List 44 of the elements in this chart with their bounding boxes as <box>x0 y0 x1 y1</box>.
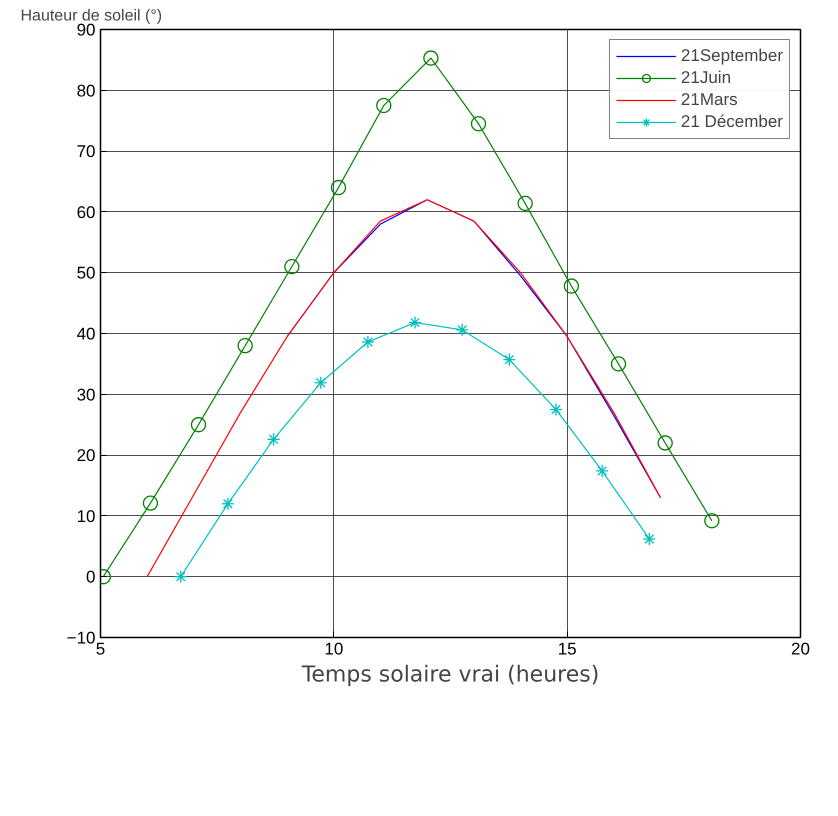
point <box>408 316 422 330</box>
point <box>361 335 375 349</box>
point <box>518 196 533 212</box>
y-tick-label: 40 <box>76 324 96 344</box>
point <box>376 98 392 114</box>
point <box>704 513 720 528</box>
point <box>238 338 253 354</box>
y-tick-label: 10 <box>76 506 96 526</box>
point <box>221 497 235 510</box>
legend-label: 21September <box>680 46 783 66</box>
x-tick-label: 5 <box>96 640 106 658</box>
point <box>330 180 346 196</box>
point <box>266 432 280 446</box>
legend-label: 21 Décember <box>680 112 783 132</box>
point <box>502 352 516 366</box>
point <box>174 570 188 584</box>
y-tick-label: −10 <box>66 628 96 648</box>
point <box>142 495 158 511</box>
y-tick-label: 30 <box>76 385 96 404</box>
y-tick-label: 20 <box>76 446 96 466</box>
y-tick-label: 70 <box>76 142 96 162</box>
legend-label: 21Juin <box>680 68 732 88</box>
point <box>642 532 656 546</box>
line-series <box>146 199 662 578</box>
y-tick-label: 50 <box>76 264 96 283</box>
x-tick-label: 10 <box>324 640 344 658</box>
point <box>314 376 328 390</box>
point <box>610 356 626 372</box>
point <box>596 464 609 478</box>
point <box>190 417 206 432</box>
point <box>549 402 563 416</box>
y-tick-label: 0 <box>86 568 96 587</box>
x-tick-label: 20 <box>791 640 810 658</box>
point <box>564 278 580 294</box>
point <box>470 116 486 132</box>
point <box>284 258 300 274</box>
point <box>658 435 673 451</box>
y-tick-label: 60 <box>76 202 96 222</box>
y-tick-label: 80 <box>76 81 96 100</box>
point <box>423 50 439 66</box>
x-tick-label: 15 <box>558 640 577 658</box>
point <box>456 323 469 336</box>
legend-label: 21Mars <box>680 90 738 110</box>
x-axis-title: Temps solaire vrai (heures) <box>300 662 600 688</box>
